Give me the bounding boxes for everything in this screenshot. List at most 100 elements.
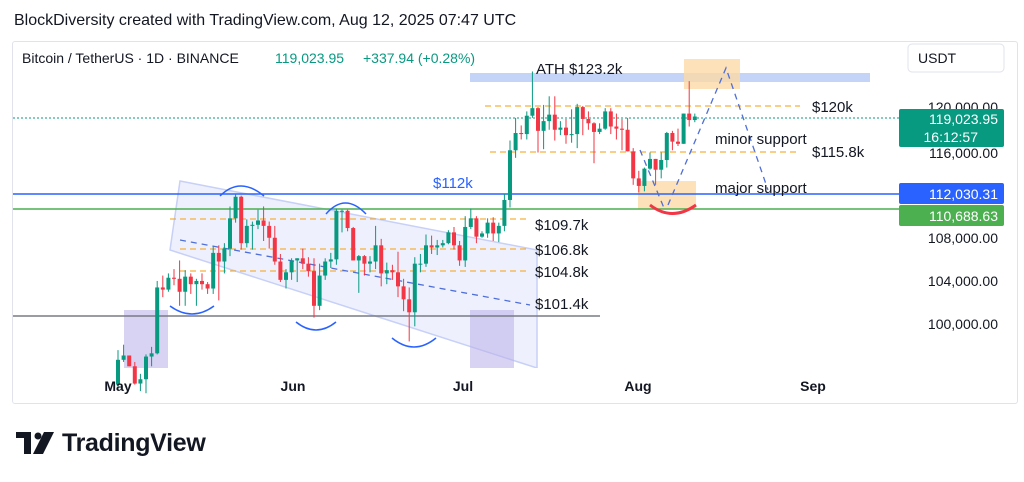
candle-body[interactable] <box>513 133 518 151</box>
candle-body[interactable] <box>328 259 333 262</box>
candle-body[interactable] <box>485 222 490 234</box>
candle-body[interactable] <box>244 225 249 244</box>
candle-body[interactable] <box>200 280 204 285</box>
candle-body[interactable] <box>552 114 557 130</box>
candle-body[interactable] <box>194 280 199 285</box>
candle-body[interactable] <box>502 199 507 226</box>
candle-body[interactable] <box>356 256 361 261</box>
candle-body[interactable] <box>496 225 501 234</box>
candle-body[interactable] <box>424 245 428 264</box>
candle-body[interactable] <box>429 245 434 248</box>
candle-body[interactable] <box>228 218 232 249</box>
candle-body[interactable] <box>160 287 165 290</box>
candle-body[interactable] <box>345 210 350 229</box>
candle-body[interactable] <box>300 258 305 264</box>
candle-body[interactable] <box>222 248 227 262</box>
candle-body[interactable] <box>390 270 395 273</box>
candle-body[interactable] <box>334 210 339 260</box>
candle-body[interactable] <box>396 272 400 287</box>
candle-body[interactable] <box>681 113 686 144</box>
candle-body[interactable] <box>166 277 171 290</box>
candle-body[interactable] <box>368 261 372 264</box>
candle-body[interactable] <box>564 127 568 136</box>
candle-body[interactable] <box>670 133 675 142</box>
candle-body[interactable] <box>172 277 176 279</box>
candle-body[interactable] <box>558 127 563 130</box>
candle-body[interactable] <box>384 270 389 274</box>
candle-body[interactable] <box>597 128 602 132</box>
candle-body[interactable] <box>592 123 596 132</box>
candle-body[interactable] <box>519 133 524 135</box>
candle-body[interactable] <box>289 260 294 273</box>
candle-body[interactable] <box>295 258 300 261</box>
candle-body[interactable] <box>412 263 417 313</box>
candle-body[interactable] <box>614 126 619 129</box>
candle-body[interactable] <box>463 226 468 261</box>
candle-body[interactable] <box>379 245 384 274</box>
candle-body[interactable] <box>340 210 344 212</box>
candle-body[interactable] <box>323 261 328 276</box>
candle-body[interactable] <box>127 355 132 367</box>
candle-body[interactable] <box>620 128 624 130</box>
candle-body[interactable] <box>261 220 266 226</box>
candle-body[interactable] <box>362 256 367 264</box>
candle-body[interactable] <box>407 299 412 313</box>
candle-body[interactable] <box>183 276 188 292</box>
candle-body[interactable] <box>530 108 535 116</box>
candle-body[interactable] <box>676 141 680 144</box>
candle-body[interactable] <box>541 121 546 131</box>
candle-body[interactable] <box>608 111 613 127</box>
candle-body[interactable] <box>233 196 238 219</box>
candle-body[interactable] <box>211 252 216 289</box>
candle-body[interactable] <box>603 111 608 129</box>
candle-body[interactable] <box>418 263 423 265</box>
candle-body[interactable] <box>524 115 529 135</box>
candle-body[interactable] <box>284 272 288 280</box>
candle-body[interactable] <box>648 158 652 169</box>
candle-body[interactable] <box>474 218 479 237</box>
candle-body[interactable] <box>401 286 406 300</box>
candle-body[interactable] <box>250 224 255 226</box>
candle-body[interactable] <box>239 196 244 244</box>
candle-body[interactable] <box>138 379 143 384</box>
candle-body[interactable] <box>575 107 580 135</box>
candle-body[interactable] <box>457 245 462 261</box>
candle-body[interactable] <box>155 287 160 354</box>
candle-body[interactable] <box>446 232 451 244</box>
tradingview-footer[interactable]: TradingView <box>16 428 206 458</box>
candle-body[interactable] <box>664 133 669 160</box>
candle-body[interactable] <box>508 150 512 200</box>
candle-body[interactable] <box>692 116 697 121</box>
candle-body[interactable] <box>306 263 311 272</box>
symbol-name[interactable]: Bitcoin / TetherUS · 1D · BINANCE <box>22 50 239 66</box>
candle-body[interactable] <box>536 108 540 131</box>
candle-body[interactable] <box>177 278 182 292</box>
candle-body[interactable] <box>659 160 664 170</box>
candle-body[interactable] <box>636 178 641 186</box>
candle-body[interactable] <box>216 252 221 262</box>
candle-body[interactable] <box>586 118 591 124</box>
candle-body[interactable] <box>116 359 120 385</box>
candle-body[interactable] <box>547 114 552 122</box>
candle-body[interactable] <box>278 261 283 280</box>
candle-body[interactable] <box>312 271 316 306</box>
candle-body[interactable] <box>149 353 154 357</box>
candle-body[interactable] <box>144 356 148 380</box>
candle-body[interactable] <box>468 218 473 227</box>
candle-body[interactable] <box>440 243 445 246</box>
candle-body[interactable] <box>205 284 210 289</box>
candle-body[interactable] <box>435 245 440 248</box>
candle-body[interactable] <box>491 222 496 234</box>
candle-body[interactable] <box>687 113 692 121</box>
candle-body[interactable] <box>580 107 585 119</box>
candle-body[interactable] <box>188 276 193 285</box>
candle-body[interactable] <box>317 275 322 306</box>
candle-body[interactable] <box>642 168 647 186</box>
candle-body[interactable] <box>653 158 658 170</box>
candle-body[interactable] <box>625 129 630 152</box>
candle-body[interactable] <box>351 228 356 261</box>
candle-body[interactable] <box>121 355 126 360</box>
candle-body[interactable] <box>452 232 456 246</box>
candle-body[interactable] <box>480 233 484 237</box>
candle-body[interactable] <box>256 220 260 225</box>
